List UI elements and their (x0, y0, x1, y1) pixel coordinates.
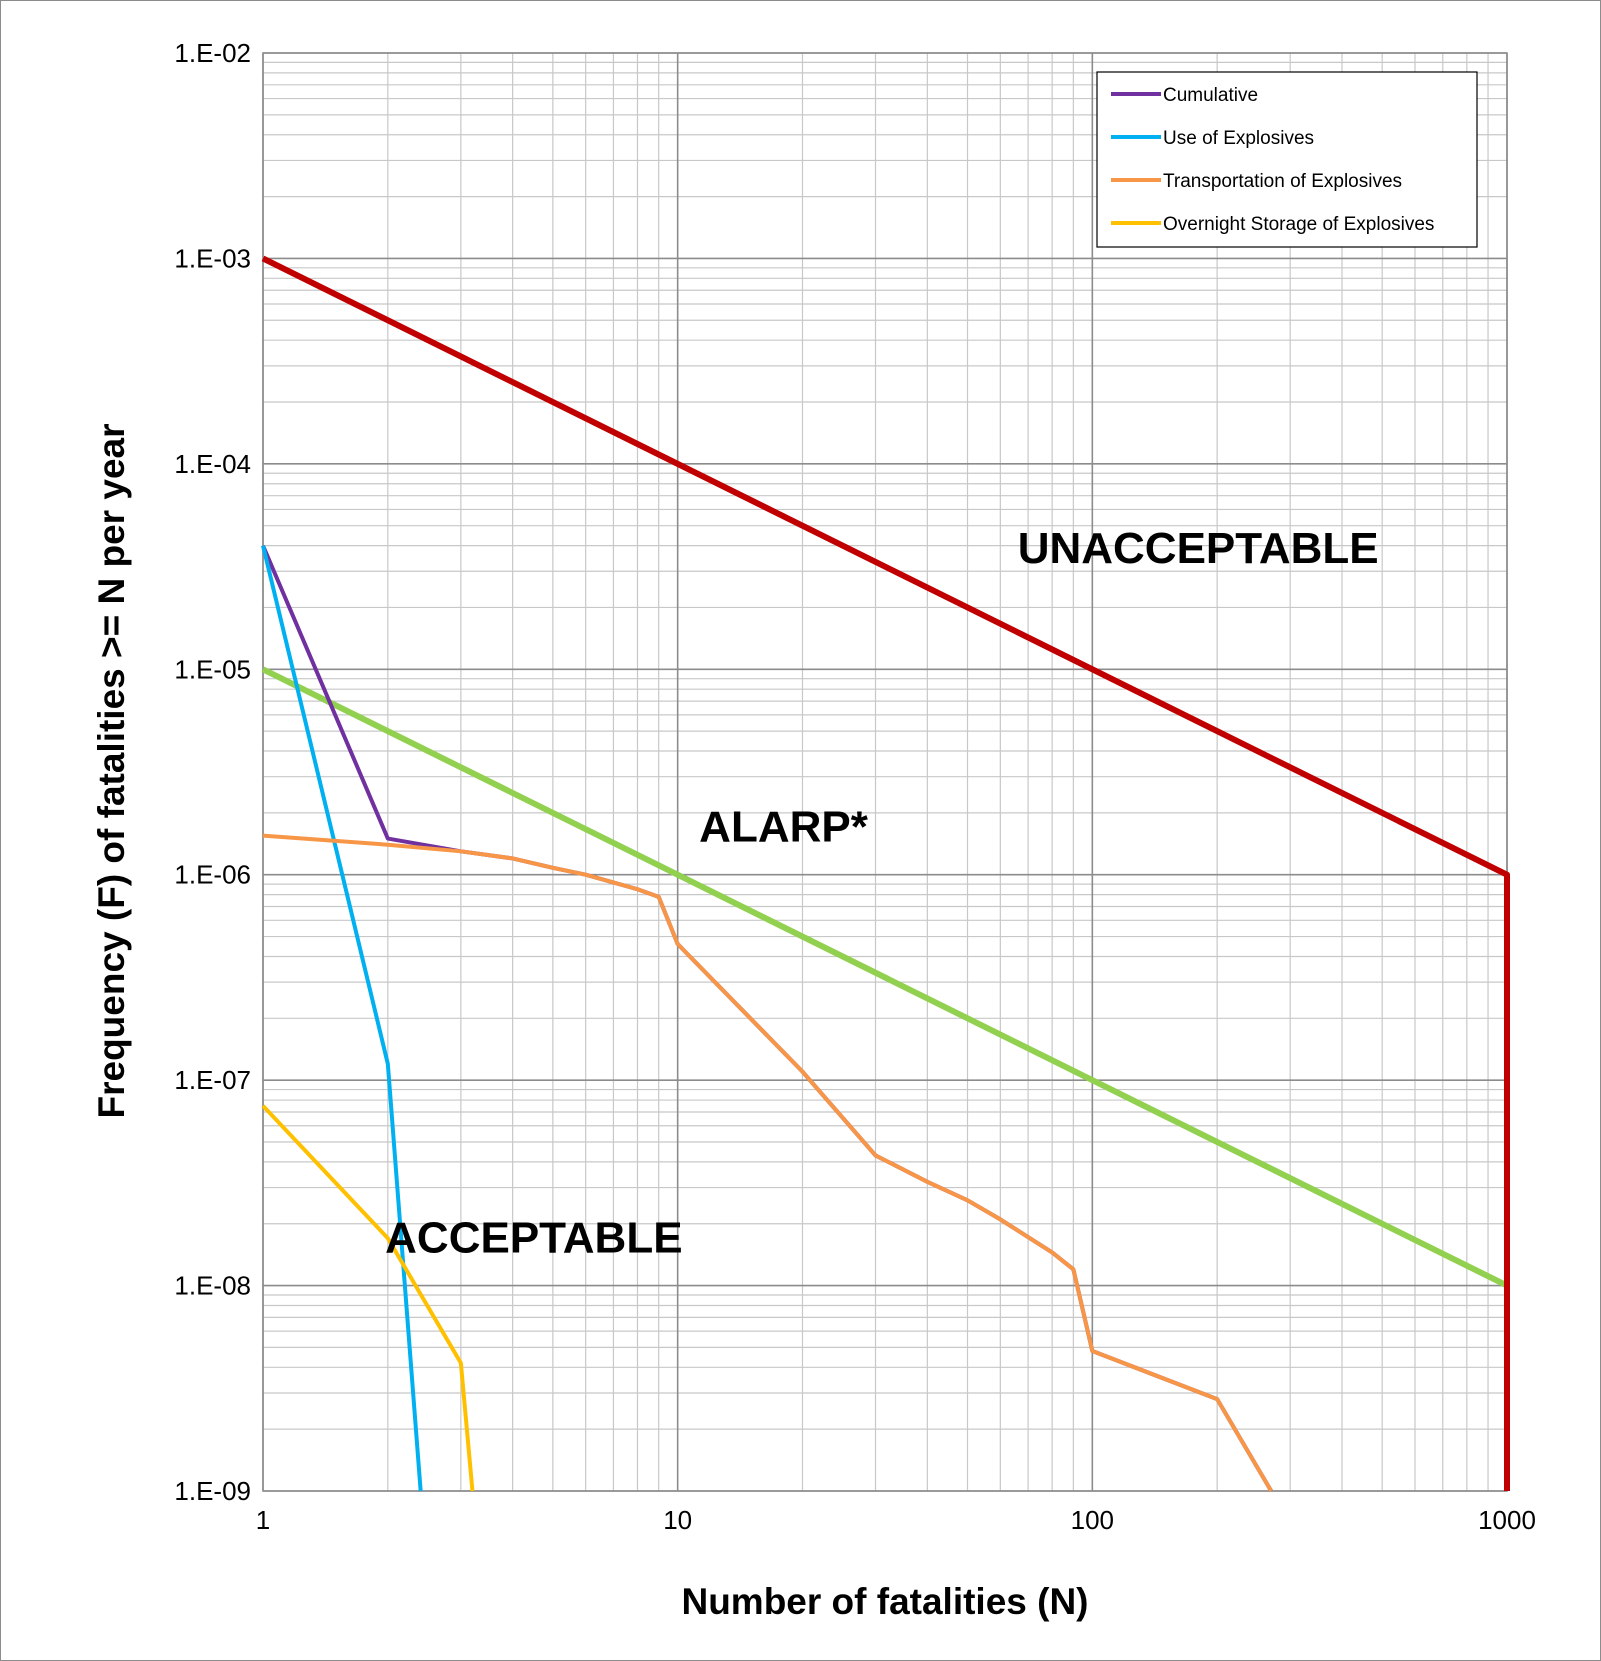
series-layer (261, 255, 1510, 1493)
y-tick-label: 1.E-05 (174, 654, 251, 684)
zone-label-alarp-: ALARP* (699, 803, 869, 852)
x-tick-label: 10 (663, 1505, 692, 1535)
x-tick-label: 1000 (1478, 1505, 1536, 1535)
plot-border (262, 52, 1508, 1492)
series-line-use-of-explosives (261, 545, 423, 1492)
y-tick-label: 1.E-02 (174, 38, 251, 68)
minor-gridlines (263, 53, 1507, 1491)
y-axis-title: Frequency (F) of fatalities >= N per yea… (91, 424, 132, 1119)
x-tick-label: 1 (256, 1505, 270, 1535)
zone-label-unacceptable: UNACCEPTABLE (1018, 524, 1379, 573)
unacceptable-limit-line (261, 255, 1510, 1491)
y-tick-label: 1.E-09 (174, 1476, 251, 1506)
x-tick-label: 100 (1071, 1505, 1114, 1535)
legend-label: Cumulative (1163, 85, 1258, 106)
legend-box (1096, 71, 1478, 248)
y-tick-label: 1.E-08 (174, 1271, 251, 1301)
legend-label: Overnight Storage of Explosives (1163, 214, 1434, 235)
zone-annotations: UNACCEPTABLE ALARP* ACCEPTABLE (385, 524, 1379, 1263)
legend-label: Transportation of Explosives (1163, 171, 1402, 192)
y-tick-label: 1.E-04 (174, 449, 251, 479)
zone-label-acceptable: ACCEPTABLE (385, 1213, 682, 1262)
y-tick-label: 1.E-03 (174, 243, 251, 273)
series-line-overnight-storage-of-explosives (261, 1104, 475, 1492)
x-tick-labels: 1 10 100 1000 (256, 1505, 1536, 1535)
acceptable-limit-line (261, 666, 1509, 1289)
legend-label: Use of Explosives (1163, 128, 1314, 149)
y-tick-label: 1.E-07 (174, 1065, 251, 1095)
series-line-transportation-of-explosives (262, 833, 1273, 1493)
legend: Cumulative Use of Explosives Transportatio… (1096, 71, 1478, 248)
plot-area (263, 53, 1507, 1491)
y-tick-labels: 1.E-02 1.E-03 1.E-04 1.E-05 1.E-06 1.E-07 1.E-… (174, 38, 251, 1506)
x-axis-title: Number of fatalities (N) (681, 1581, 1088, 1622)
y-tick-label: 1.E-06 (174, 860, 251, 890)
